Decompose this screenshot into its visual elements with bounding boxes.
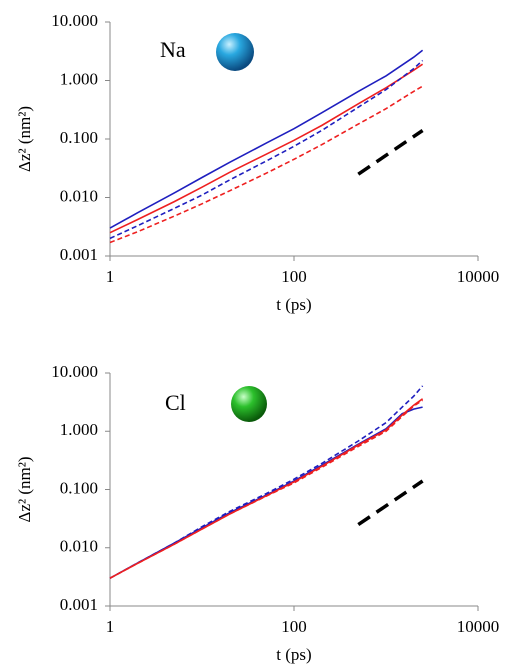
annotation: Cl: [165, 390, 186, 415]
y-tick-label: 0.010: [60, 186, 98, 205]
x-tick-label: 10000: [457, 267, 500, 286]
chloride-icon: [231, 386, 267, 422]
series-line: [109, 63, 424, 234]
y-tick-label: 0.001: [60, 245, 98, 264]
x-tick-label: 1: [106, 267, 115, 286]
annotation: Na: [160, 37, 186, 62]
y-axis-title: Δz² (nm²): [15, 106, 34, 172]
series-line: [357, 479, 424, 527]
y-tick-label: 1.000: [60, 420, 98, 439]
x-axis-title: t (ps): [276, 295, 311, 314]
y-tick-label: 0.100: [60, 478, 98, 497]
y-tick-label: 0.001: [60, 595, 98, 614]
x-tick-label: 1: [106, 617, 115, 636]
y-tick-label: 1.000: [60, 69, 98, 88]
series-line: [357, 129, 424, 176]
y-tick-label: 0.100: [60, 128, 98, 147]
x-tick-label: 10000: [457, 617, 500, 636]
sodium-icon: [216, 33, 254, 71]
x-axis-title: t (ps): [276, 645, 311, 664]
series-line: [109, 49, 424, 229]
series-line: [109, 399, 424, 579]
y-tick-label: 10.000: [51, 362, 98, 381]
y-axis-title: Δz² (nm²): [15, 457, 34, 523]
series-line: [109, 59, 424, 240]
series-line: [109, 398, 424, 579]
x-tick-label: 100: [281, 617, 307, 636]
series-line: [109, 385, 424, 579]
x-tick-label: 100: [281, 267, 307, 286]
series-line: [109, 85, 424, 244]
y-tick-label: 10.000: [51, 11, 98, 30]
y-tick-label: 0.010: [60, 537, 98, 556]
